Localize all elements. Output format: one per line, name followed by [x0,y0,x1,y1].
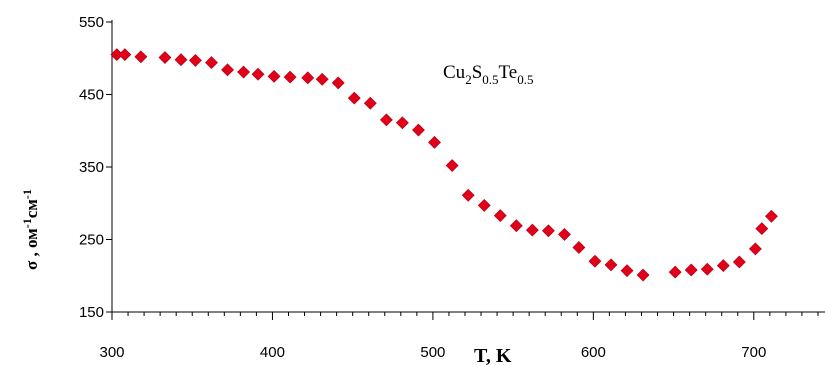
x-tick-label: 700 [741,344,766,361]
data-point [604,258,618,272]
data-point [331,76,345,90]
data-point [668,265,682,279]
data-point [347,91,361,105]
data-point [765,209,778,223]
data-point [684,263,698,277]
data-point [525,223,539,237]
data-point [716,259,730,273]
data-point [558,228,571,241]
data-point [205,56,218,70]
data-point [301,71,315,85]
data-point [118,48,132,62]
data-point [315,72,329,86]
data-point [541,224,555,238]
data-point [134,50,148,64]
data-point [636,268,650,282]
y-tick-label: 350 [79,159,104,176]
data-point [363,96,377,110]
data-point [283,70,297,84]
data-point [428,135,441,149]
data-point [509,219,523,233]
data-point [493,209,507,222]
x-tick-label: 500 [420,344,445,361]
tick-labels: 150 250 350 450 550 300 400 500 600 700 [79,14,766,361]
data-point [379,113,393,127]
data-point [732,255,746,269]
y-tick-label: 450 [79,87,104,104]
data-point [221,63,234,77]
data-point [620,264,634,278]
data-point [748,242,762,256]
x-axis-title: T, K [474,345,512,365]
data-point [267,69,281,83]
data-point [700,262,714,276]
data-point [395,116,409,130]
data-point [174,53,188,67]
data-points [110,48,778,282]
y-tick-label: 150 [79,304,104,321]
series-annotation: Cu2S0.5Te0.5 [443,62,533,87]
axes [106,20,825,320]
y-axis-title: σ , ом-1см-1 [20,189,41,270]
data-point [461,188,475,202]
x-tick-label: 600 [581,344,606,361]
y-tick-label: 250 [79,232,104,249]
data-point [588,254,602,268]
data-point [572,241,586,254]
x-tick-label: 400 [260,344,285,361]
y-tick-label: 550 [79,14,104,31]
data-point [251,67,265,81]
x-tick-label: 300 [99,344,124,361]
data-point [755,222,769,236]
data-point [477,199,491,212]
data-point [189,54,202,67]
data-point [412,123,425,137]
data-point [237,65,250,79]
data-point [158,51,172,64]
data-point [445,159,459,172]
